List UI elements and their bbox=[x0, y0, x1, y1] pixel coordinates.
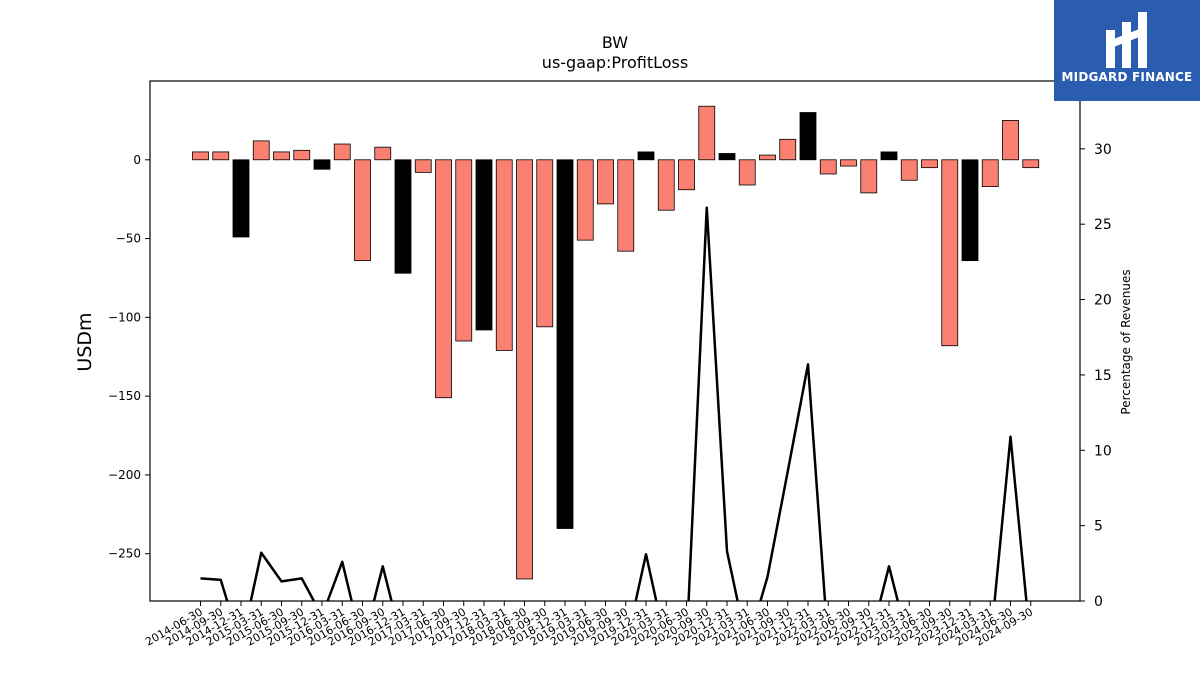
bar bbox=[657, 159, 675, 211]
bar bbox=[576, 159, 594, 241]
bar bbox=[394, 159, 412, 274]
bar bbox=[900, 159, 918, 181]
bar bbox=[435, 159, 452, 399]
bar bbox=[921, 159, 938, 169]
bar bbox=[961, 159, 979, 262]
y-right-tick-label: 30 bbox=[1094, 142, 1112, 158]
y-tick-label: −200 bbox=[108, 468, 141, 482]
bar bbox=[212, 151, 230, 161]
bar bbox=[617, 159, 635, 252]
bar bbox=[779, 138, 797, 161]
bar bbox=[232, 159, 250, 238]
plot-frame bbox=[149, 80, 1081, 602]
chart-title: BW bbox=[602, 33, 628, 52]
brand-name: MIDGARD FINANCE bbox=[1061, 70, 1193, 84]
bar bbox=[475, 159, 493, 331]
bar bbox=[981, 159, 999, 187]
percentage-line-group bbox=[200, 206, 1028, 601]
bar bbox=[840, 159, 857, 167]
y-tick-label: −250 bbox=[108, 547, 141, 561]
bar bbox=[192, 151, 209, 161]
bars-group bbox=[192, 105, 1040, 580]
bar bbox=[819, 159, 837, 175]
y-tick-label: −150 bbox=[108, 389, 141, 403]
chart-subtitle: us-gaap:ProfitLoss bbox=[542, 53, 688, 72]
bar bbox=[1002, 119, 1019, 161]
bar bbox=[759, 154, 776, 161]
bar bbox=[374, 146, 392, 161]
y-right-tick-label: 0 bbox=[1094, 594, 1103, 610]
bar bbox=[455, 159, 473, 342]
bar bbox=[941, 159, 959, 347]
bar bbox=[293, 149, 311, 161]
bar bbox=[738, 159, 756, 186]
y-tick-label: −100 bbox=[108, 310, 141, 324]
bar bbox=[1022, 159, 1040, 169]
y-axis-right-label: Percentage of Revenues bbox=[1119, 269, 1133, 414]
y-right-tick-label: 20 bbox=[1094, 293, 1112, 309]
y-right-tick-label: 15 bbox=[1094, 368, 1112, 384]
brand-logo: MIDGARD FINANCE bbox=[1054, 0, 1200, 101]
bar bbox=[536, 159, 554, 328]
bar bbox=[799, 112, 817, 161]
bar bbox=[698, 105, 716, 161]
bar bbox=[718, 153, 736, 161]
y-tick-label: −50 bbox=[116, 232, 141, 246]
bar bbox=[333, 143, 351, 161]
bar bbox=[414, 159, 432, 173]
axes-group: −250−200−150−100−5000510152025302014-06-… bbox=[108, 142, 1112, 649]
bar bbox=[860, 159, 878, 194]
y-right-tick-label: 5 bbox=[1094, 519, 1103, 535]
y-right-tick-label: 10 bbox=[1094, 443, 1112, 459]
bar bbox=[880, 151, 898, 161]
y-tick-label: 0 bbox=[133, 153, 141, 167]
y-axis-label: USDm bbox=[74, 312, 96, 371]
bar bbox=[678, 159, 695, 191]
bar bbox=[597, 159, 614, 205]
midgard-finance-logo-icon bbox=[1106, 12, 1147, 68]
bar bbox=[556, 159, 574, 529]
bar bbox=[273, 151, 290, 161]
y-right-tick-label: 25 bbox=[1094, 217, 1112, 233]
bar bbox=[313, 159, 331, 170]
bar bbox=[354, 159, 371, 262]
bar bbox=[495, 159, 513, 351]
bar bbox=[516, 159, 533, 580]
bar bbox=[637, 151, 655, 161]
bar bbox=[252, 140, 270, 161]
percentage-line bbox=[200, 206, 1028, 601]
